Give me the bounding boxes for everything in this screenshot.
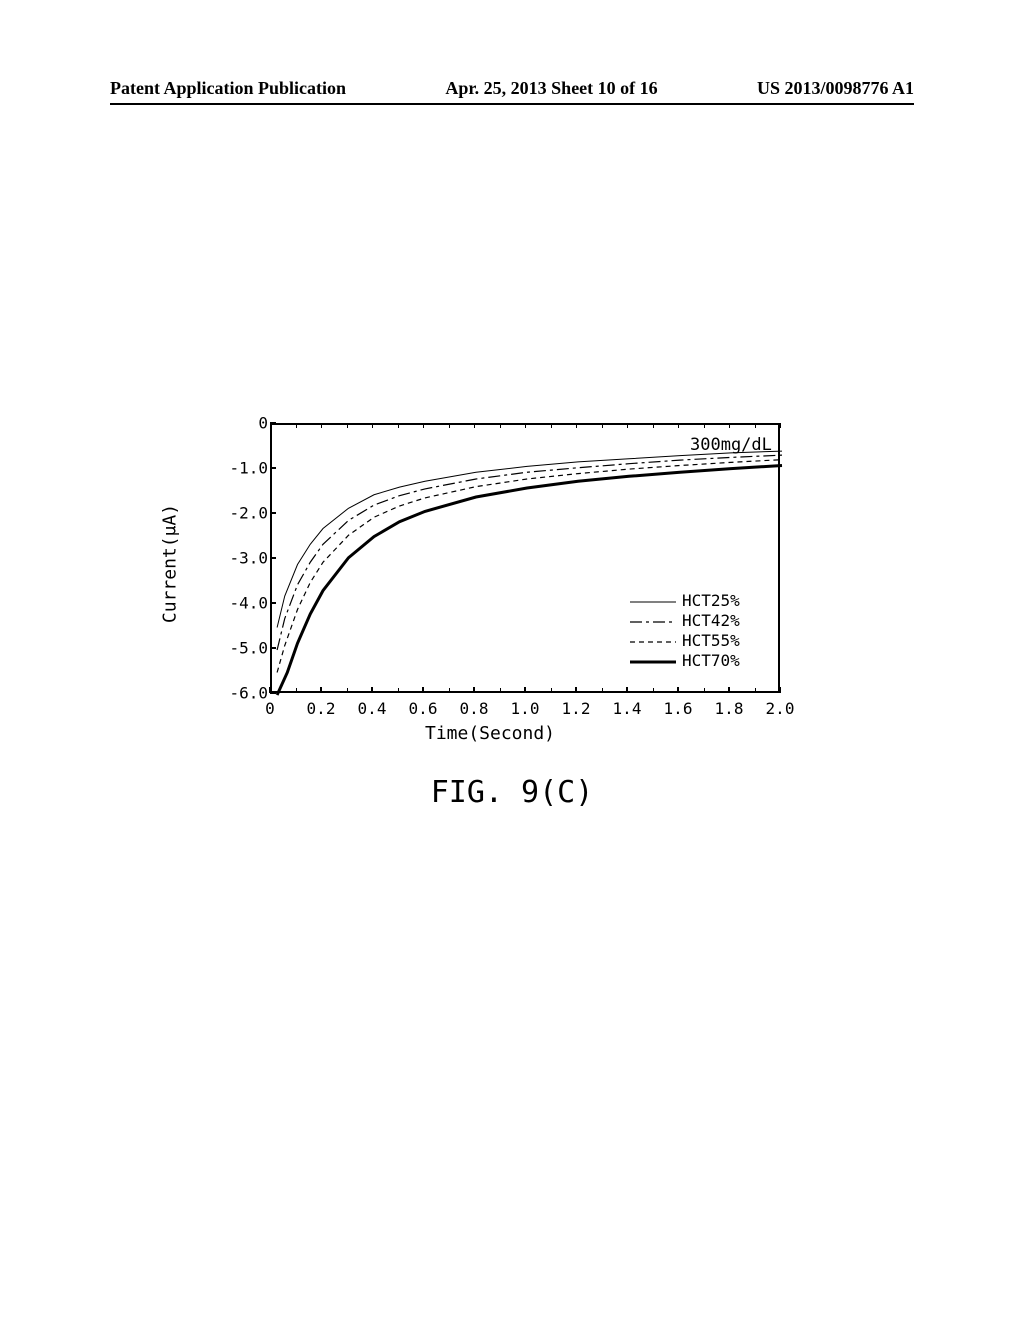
minor-tick bbox=[780, 423, 781, 428]
minor-tick bbox=[500, 423, 501, 428]
minor-tick bbox=[678, 423, 679, 428]
figure-caption: FIG. 9(C) bbox=[431, 775, 594, 810]
minor-tick bbox=[602, 688, 603, 693]
header-right: US 2013/0098776 A1 bbox=[757, 78, 914, 99]
minor-tick bbox=[627, 423, 628, 428]
minor-tick bbox=[398, 688, 399, 693]
x-tick-label: 0.2 bbox=[307, 699, 336, 718]
y-tick-label: 0 bbox=[258, 414, 268, 433]
header-center: Apr. 25, 2013 Sheet 10 of 16 bbox=[445, 78, 657, 99]
y-tick-label: -3.0 bbox=[229, 549, 268, 568]
minor-tick bbox=[321, 423, 322, 428]
minor-tick bbox=[704, 423, 705, 428]
minor-tick bbox=[653, 423, 654, 428]
y-tick-label: -4.0 bbox=[229, 594, 268, 613]
x-tick-label: 2.0 bbox=[766, 699, 795, 718]
chart-fig-9c: Current(μA) Time(Second) 0-1.0-2.0-3.0-4… bbox=[190, 413, 790, 743]
y-tick-mark bbox=[270, 512, 276, 514]
minor-tick bbox=[474, 688, 475, 693]
minor-tick bbox=[602, 423, 603, 428]
x-tick-label: 1.8 bbox=[715, 699, 744, 718]
x-axis-label: Time(Second) bbox=[425, 723, 555, 744]
header-left: Patent Application Publication bbox=[110, 78, 346, 99]
minor-tick bbox=[755, 423, 756, 428]
legend-line-icon bbox=[630, 597, 676, 607]
y-tick-mark bbox=[270, 557, 276, 559]
minor-tick bbox=[347, 423, 348, 428]
legend-item: HCT55% bbox=[630, 631, 740, 650]
x-tick-label: 1.6 bbox=[664, 699, 693, 718]
minor-tick bbox=[576, 423, 577, 428]
minor-tick bbox=[525, 688, 526, 693]
x-tick-label: 0.6 bbox=[409, 699, 438, 718]
x-tick-label: 0 bbox=[265, 699, 275, 718]
legend-item: HCT25% bbox=[630, 591, 740, 610]
minor-tick bbox=[576, 688, 577, 693]
minor-tick bbox=[755, 688, 756, 693]
y-tick-mark bbox=[270, 467, 276, 469]
minor-tick bbox=[551, 688, 552, 693]
minor-tick bbox=[423, 423, 424, 428]
minor-tick bbox=[372, 688, 373, 693]
y-tick-label: -5.0 bbox=[229, 639, 268, 658]
legend-line-icon bbox=[630, 657, 676, 667]
y-axis-label: Current(μA) bbox=[160, 504, 181, 623]
y-tick-mark bbox=[270, 647, 276, 649]
legend-label: HCT42% bbox=[682, 611, 740, 630]
legend-item: HCT70% bbox=[630, 651, 740, 670]
minor-tick bbox=[321, 688, 322, 693]
x-tick-label: 1.0 bbox=[511, 699, 540, 718]
minor-tick bbox=[551, 423, 552, 428]
x-tick-label: 1.2 bbox=[562, 699, 591, 718]
minor-tick bbox=[423, 688, 424, 693]
x-tick-label: 0.8 bbox=[460, 699, 489, 718]
legend-label: HCT25% bbox=[682, 591, 740, 610]
minor-tick bbox=[653, 688, 654, 693]
legend-item: HCT42% bbox=[630, 611, 740, 630]
y-tick-mark bbox=[270, 602, 276, 604]
legend-line-icon bbox=[630, 617, 676, 627]
minor-tick bbox=[398, 423, 399, 428]
minor-tick bbox=[372, 423, 373, 428]
minor-tick bbox=[449, 688, 450, 693]
minor-tick bbox=[347, 688, 348, 693]
y-tick-label: -1.0 bbox=[229, 459, 268, 478]
legend-label: HCT55% bbox=[682, 631, 740, 650]
x-tick-label: 1.4 bbox=[613, 699, 642, 718]
minor-tick bbox=[729, 688, 730, 693]
minor-tick bbox=[729, 423, 730, 428]
minor-tick bbox=[704, 688, 705, 693]
minor-tick bbox=[780, 688, 781, 693]
minor-tick bbox=[678, 688, 679, 693]
minor-tick bbox=[296, 423, 297, 428]
minor-tick bbox=[627, 688, 628, 693]
y-tick-label: -2.0 bbox=[229, 504, 268, 523]
minor-tick bbox=[474, 423, 475, 428]
minor-tick bbox=[500, 688, 501, 693]
page-header: Patent Application Publication Apr. 25, … bbox=[110, 78, 914, 105]
minor-tick bbox=[525, 423, 526, 428]
y-tick-label: -6.0 bbox=[229, 684, 268, 703]
minor-tick bbox=[270, 688, 271, 693]
x-tick-label: 0.4 bbox=[358, 699, 387, 718]
minor-tick bbox=[449, 423, 450, 428]
minor-tick bbox=[296, 688, 297, 693]
legend-line-icon bbox=[630, 637, 676, 647]
chart-annotation: 300mg/dL bbox=[690, 435, 772, 455]
minor-tick bbox=[270, 423, 271, 428]
legend-label: HCT70% bbox=[682, 651, 740, 670]
